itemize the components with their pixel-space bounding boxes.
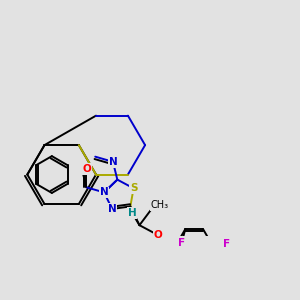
Text: F: F (223, 239, 230, 249)
Text: N: N (108, 204, 116, 214)
Text: S: S (130, 183, 137, 193)
Text: N: N (109, 157, 117, 167)
Text: H: H (128, 208, 136, 218)
Text: CH₃: CH₃ (151, 200, 169, 211)
Text: N: N (100, 188, 109, 197)
Text: O: O (154, 230, 162, 240)
Text: F: F (178, 238, 185, 248)
Text: O: O (82, 164, 91, 174)
